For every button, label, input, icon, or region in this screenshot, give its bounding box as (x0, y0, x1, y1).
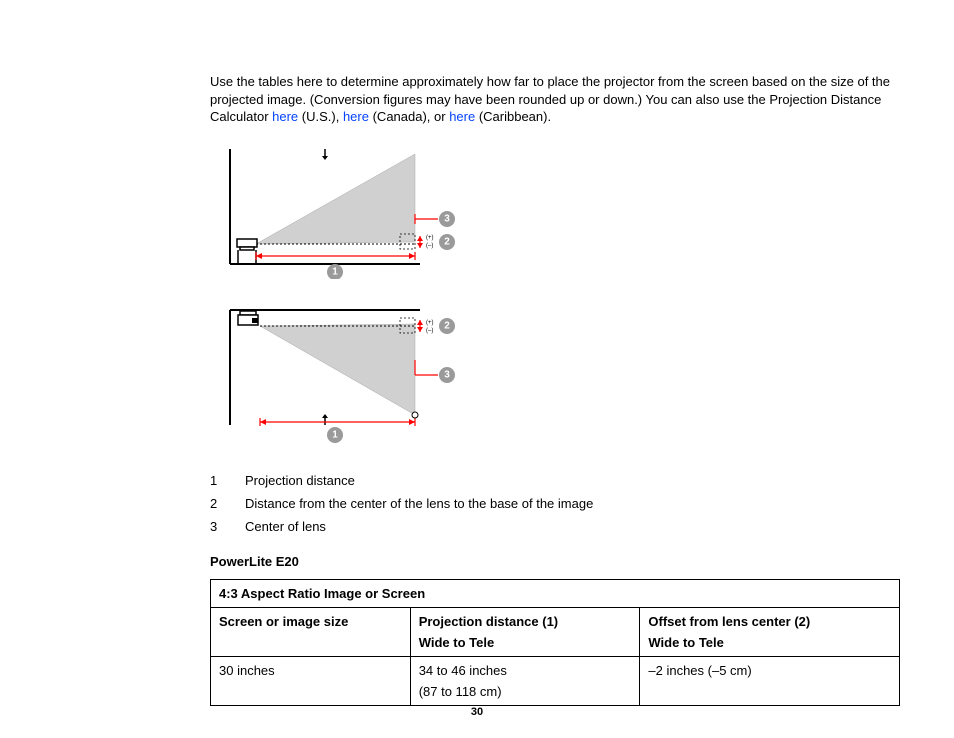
td-size: 30 inches (211, 656, 411, 705)
td-distance-a: 34 to 46 inches (419, 663, 632, 678)
intro-after3: (Caribbean). (475, 109, 551, 124)
page-number: 30 (0, 706, 954, 718)
th-distance-a: Projection distance (1) (419, 614, 632, 629)
table-title: 4:3 Aspect Ratio Image or Screen (211, 579, 900, 607)
diagram-ceilingmount: (+) (–) 1 2 3 (220, 300, 894, 448)
td-distance-b: (87 to 118 cm) (419, 684, 632, 699)
legend-list: 1 Projection distance 2 Distance from th… (210, 473, 894, 534)
diagram-tablemount: (+) (–) 1 2 3 (220, 144, 894, 282)
minus-label: (–) (426, 243, 433, 249)
legend-text: Distance from the center of the lens to … (245, 496, 593, 511)
legend-text: Projection distance (245, 473, 355, 488)
table-title-row: 4:3 Aspect Ratio Image or Screen (211, 579, 900, 607)
th-size: Screen or image size (211, 607, 411, 656)
th-distance: Projection distance (1) Wide to Tele (410, 607, 640, 656)
legend-num: 1 (210, 473, 245, 488)
table-header-row: Screen or image size Projection distance… (211, 607, 900, 656)
td-offset: –2 inches (–5 cm) (640, 656, 900, 705)
model-title: PowerLite E20 (210, 554, 894, 569)
th-offset: Offset from lens center (2) Wide to Tele (640, 607, 900, 656)
th-offset-a: Offset from lens center (2) (648, 614, 891, 629)
intro-paragraph: Use the tables here to determine approxi… (210, 73, 894, 126)
minus-label-2: (–) (426, 328, 433, 334)
callout-1b: 1 (332, 429, 338, 440)
legend-row: 1 Projection distance (210, 473, 894, 488)
th-offset-b: Wide to Tele (648, 635, 891, 650)
table-row: 30 inches 34 to 46 inches (87 to 118 cm)… (211, 656, 900, 705)
link-us[interactable]: here (272, 109, 298, 124)
callout-2: 2 (444, 236, 450, 247)
legend-num: 3 (210, 519, 245, 534)
legend-num: 2 (210, 496, 245, 511)
plus-label-2: (+) (426, 320, 434, 326)
th-distance-b: Wide to Tele (419, 635, 632, 650)
legend-row: 2 Distance from the center of the lens t… (210, 496, 894, 511)
plus-label: (+) (426, 235, 434, 241)
spec-table: 4:3 Aspect Ratio Image or Screen Screen … (210, 579, 900, 706)
callout-3: 3 (444, 213, 450, 224)
link-caribbean[interactable]: here (449, 109, 475, 124)
td-distance: 34 to 46 inches (87 to 118 cm) (410, 656, 640, 705)
link-canada[interactable]: here (343, 109, 369, 124)
intro-after1: (U.S.), (298, 109, 343, 124)
callout-2b: 2 (444, 320, 450, 331)
callout-1: 1 (332, 266, 338, 277)
intro-after2: (Canada), or (369, 109, 449, 124)
callout-3b: 3 (444, 369, 450, 380)
legend-text: Center of lens (245, 519, 326, 534)
legend-row: 3 Center of lens (210, 519, 894, 534)
